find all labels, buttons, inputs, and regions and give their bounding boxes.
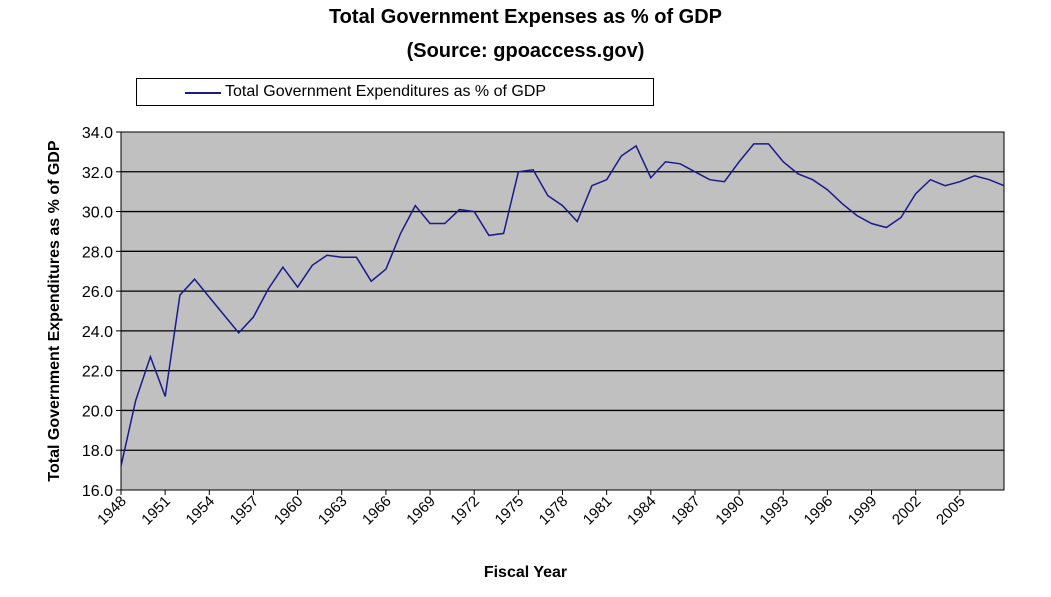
y-tick-label: 26.0 xyxy=(82,284,113,301)
x-tick-label: 1987 xyxy=(668,493,704,529)
x-tick-label: 1975 xyxy=(492,493,528,529)
y-tick-label: 24.0 xyxy=(82,324,113,341)
x-tick-label: 1966 xyxy=(359,493,395,529)
series-line xyxy=(120,143,1005,467)
x-tick-label: 1954 xyxy=(183,493,219,529)
x-tick-label: 1981 xyxy=(580,493,616,529)
x-axis: 1948 1951 1954 1957 1960 1963 1966 1969 1972 1975… xyxy=(94,490,969,529)
legend-label: Total Government Expenditures as % of GD… xyxy=(225,83,547,100)
x-tick-label: 1984 xyxy=(624,493,660,529)
y-tick-label: 18.0 xyxy=(82,443,113,460)
x-axis-label: Fiscal Year xyxy=(483,564,568,581)
legend: Total Government Expenditures as % of GD… xyxy=(136,78,654,106)
y-tick-label: 30.0 xyxy=(82,205,113,222)
plot-area xyxy=(120,131,1005,491)
y-tick-label: 28.0 xyxy=(82,244,113,261)
y-tick-label: 16.0 xyxy=(82,483,113,500)
x-tick-label: 1957 xyxy=(227,493,263,529)
x-tick-label: 1990 xyxy=(712,493,748,529)
gridlines xyxy=(121,171,1004,451)
x-tick-label: 2002 xyxy=(889,493,925,529)
y-tick-label: 34.0 xyxy=(82,125,113,142)
x-tick-label: 1969 xyxy=(403,493,439,529)
y-axis-label: Total Government Expenditures as % of GD… xyxy=(46,140,63,482)
x-tick-label: 2005 xyxy=(933,493,969,529)
x-tick-label: 1960 xyxy=(271,493,307,529)
x-tick-label: 1963 xyxy=(315,493,351,529)
x-tick-label: 1996 xyxy=(801,493,837,529)
x-tick-label: 1951 xyxy=(138,493,174,529)
x-tick-label: 1993 xyxy=(756,493,792,529)
chart-title: Total Government Expenses as % of GDP xyxy=(328,6,723,28)
x-tick-label: 1978 xyxy=(536,493,572,529)
x-tick-label: 1972 xyxy=(447,493,483,529)
legend-swatch xyxy=(185,92,221,94)
y-tick-label: 22.0 xyxy=(82,364,113,381)
chart-subtitle: (Source: gpoaccess.gov) xyxy=(406,40,645,62)
y-tick-label: 20.0 xyxy=(82,403,113,420)
y-tick-label: 32.0 xyxy=(82,165,113,182)
y-axis: 16.0 18.0 20.0 22.0 24.0 26.0 28.0 30.0 32.0 34.0 xyxy=(82,125,121,500)
x-tick-label: 1999 xyxy=(845,493,881,529)
